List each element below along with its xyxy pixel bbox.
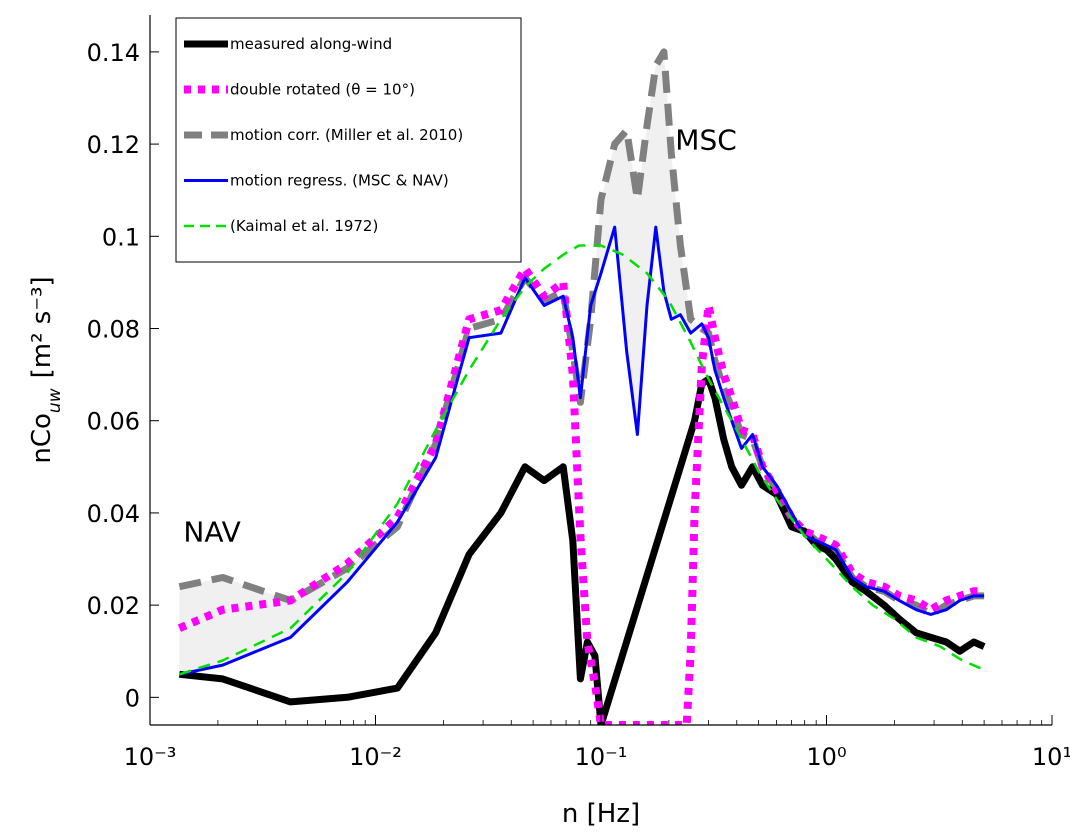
y-tick-label: 0.1 <box>102 223 140 251</box>
x-tick-label: 10⁻³ <box>124 743 177 771</box>
y-tick-label: 0.02 <box>87 592 140 620</box>
y-tick-label: 0.06 <box>87 408 140 436</box>
text-layer: 0 0.02 0.04 0.06 0.08 0.1 0.12 0.14 10⁻³ 10⁻² 10⁻¹… <box>27 39 1070 829</box>
legend-label-1: double rotated (θ = 10°) <box>230 81 415 99</box>
series-line-1 <box>177 264 985 725</box>
shaded-band-layer <box>179 51 709 675</box>
series-line-0 <box>179 375 986 725</box>
series-line-3 <box>179 225 985 676</box>
y-axis-label-subscript: uw <box>45 388 65 413</box>
annotation-nav: NAV <box>183 515 240 548</box>
y-tick-label: 0.08 <box>87 316 140 344</box>
legend-label-4: (Kaimal et al. 1972) <box>230 217 378 235</box>
x-tick-label: 10⁻² <box>349 743 402 771</box>
y-axis-label: nCouw [m² s⁻³] <box>27 276 65 463</box>
annotation-msc: MSC <box>675 123 736 156</box>
shaded-band-msc <box>572 51 709 435</box>
x-tick-label: 10⁻¹ <box>575 743 628 771</box>
series-layer <box>177 48 986 725</box>
y-tick-label: 0.04 <box>87 500 140 528</box>
y-tick-label: 0.14 <box>87 39 140 67</box>
x-tick-label: 10⁰ <box>806 743 846 771</box>
legend-label-0: measured along-wind <box>230 35 392 53</box>
x-tick-label: 10¹ <box>1032 743 1070 771</box>
series-line-4 <box>179 244 985 676</box>
y-axis-label-units: [m² s⁻³] <box>27 276 57 378</box>
y-tick-label: 0 <box>125 684 140 712</box>
shaded-band-nav <box>179 522 398 675</box>
legend: measured along-wind double rotated (θ = 1… <box>175 17 522 263</box>
legend-label-3: motion regress. (MSC & NAV) <box>230 172 449 190</box>
y-axis-label-main: nCo <box>27 413 57 464</box>
x-axis-label: n [Hz] <box>562 799 640 829</box>
y-tick-label: 0.12 <box>87 131 140 159</box>
legend-label-2: motion corr. (Miller et al. 2010) <box>230 126 463 144</box>
axes-layer <box>149 15 1053 726</box>
legend-box <box>175 17 522 263</box>
